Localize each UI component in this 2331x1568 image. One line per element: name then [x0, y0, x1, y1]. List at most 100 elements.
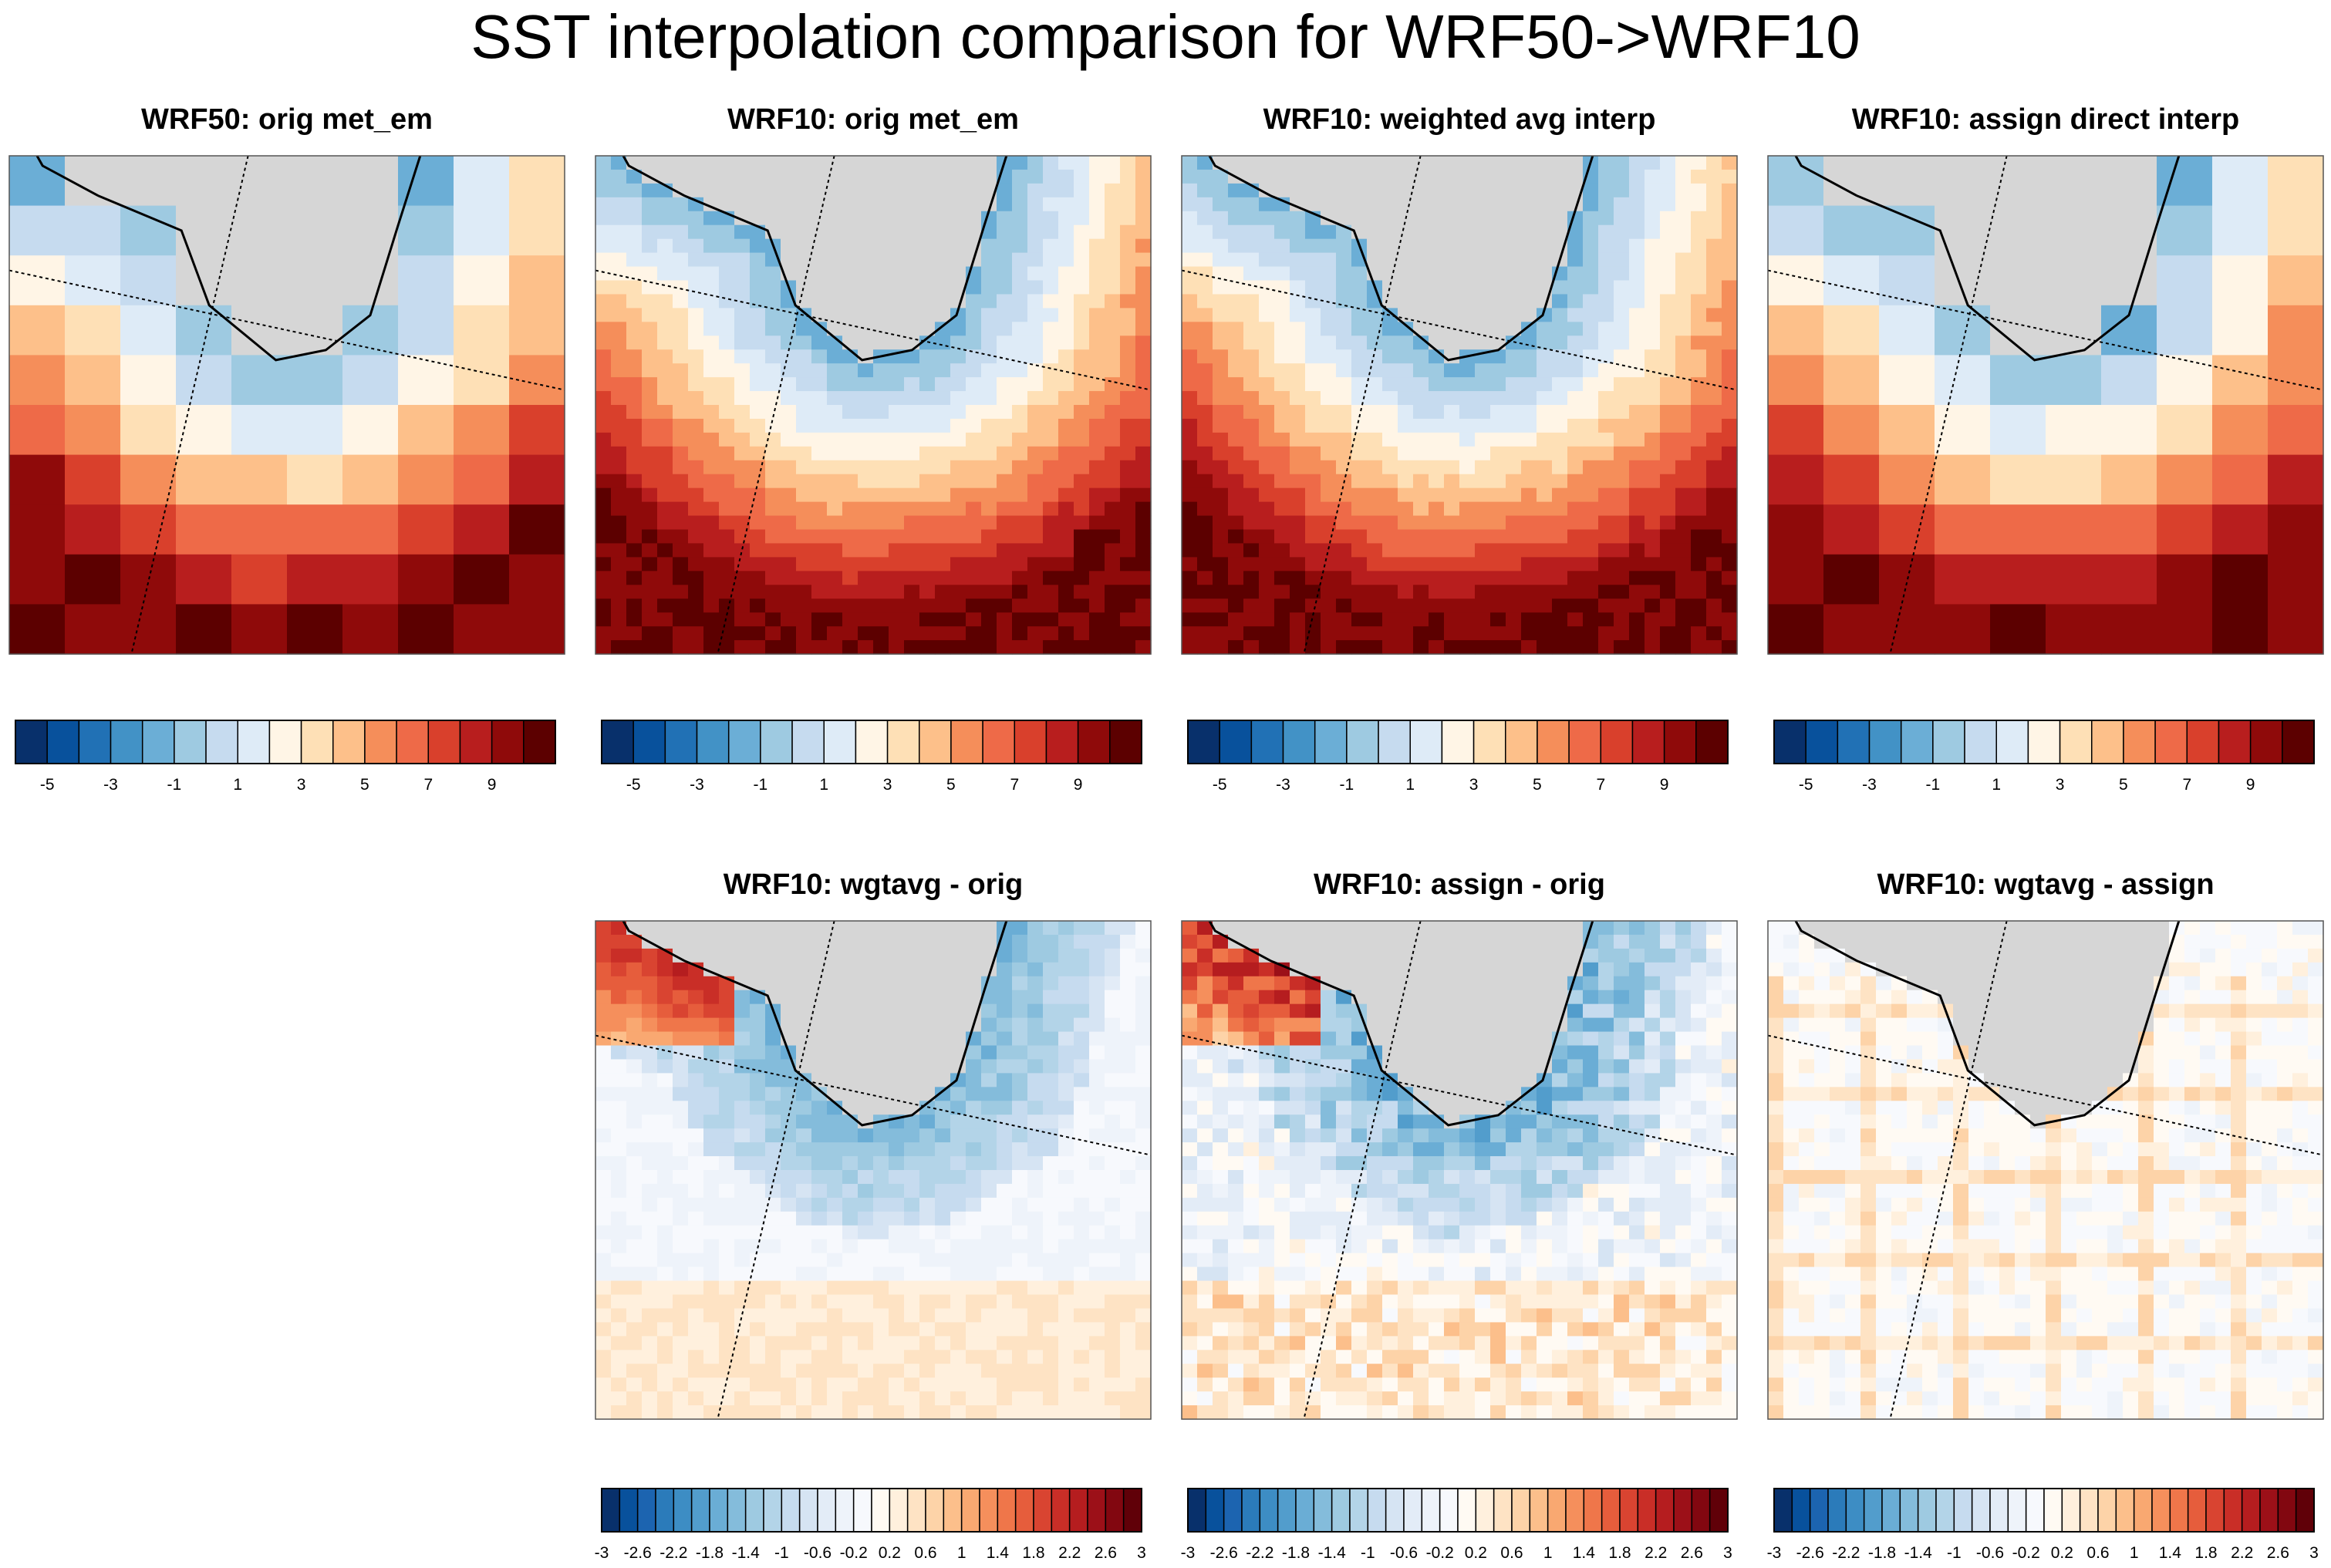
colorbar-box — [1868, 720, 1902, 764]
grid-cell — [1135, 1059, 1152, 1074]
grid-cell — [873, 1364, 889, 1378]
grid-cell — [611, 529, 627, 545]
grid-cell — [1367, 391, 1383, 406]
grid-cell — [858, 571, 874, 585]
grid-cell — [1290, 1225, 1306, 1240]
grid-cell — [1413, 446, 1429, 461]
grid-cell — [1444, 1017, 1460, 1033]
grid-cell — [904, 1350, 920, 1364]
grid-cell — [1629, 238, 1645, 254]
grid-cell — [950, 585, 966, 599]
grid-cell — [1089, 1308, 1105, 1323]
grid-cell — [734, 529, 751, 545]
grid-cell — [1444, 1294, 1460, 1310]
grid-cell — [750, 501, 766, 517]
grid-cell — [1367, 460, 1383, 475]
grid-cell — [827, 1170, 843, 1185]
grid-cell — [935, 432, 951, 447]
grid-cell — [1213, 1322, 1229, 1337]
grid-cell — [1305, 405, 1321, 420]
grid-cell — [750, 1197, 766, 1212]
grid-cell — [997, 1294, 1013, 1310]
grid-cell — [1135, 405, 1152, 420]
grid-cell — [1274, 1128, 1290, 1143]
grid-cell — [595, 501, 612, 517]
grid-cell — [1398, 1225, 1414, 1240]
grid-cell — [673, 1405, 689, 1420]
grid-cell — [1351, 474, 1368, 489]
grid-cell — [904, 640, 920, 655]
grid-cell — [981, 990, 997, 1005]
grid-cell — [997, 1336, 1013, 1351]
grid-cell — [1567, 557, 1584, 572]
grid-cell — [719, 571, 735, 585]
grid-cell — [1879, 554, 1935, 605]
grid-cell — [595, 446, 612, 461]
grid-cell — [1598, 474, 1614, 489]
grid-cell — [1305, 1017, 1321, 1033]
grid-cell — [176, 205, 232, 256]
grid-cell — [796, 962, 812, 977]
grid-cell — [688, 1101, 704, 1115]
grid-cell — [2268, 454, 2324, 505]
grid-cell — [1598, 599, 1614, 613]
grid-cell — [626, 962, 643, 977]
grid-cell — [935, 418, 951, 433]
grid-cell — [904, 1031, 920, 1047]
grid-cell — [1213, 336, 1229, 350]
grid-cell — [1259, 460, 1275, 475]
grid-cell — [889, 599, 905, 613]
grid-cell — [1645, 529, 1661, 545]
grid-cell — [873, 571, 889, 585]
grid-cell — [889, 962, 905, 977]
grid-cell — [1228, 1156, 1244, 1171]
grid-cell — [966, 211, 982, 226]
grid-cell — [1475, 1183, 1491, 1199]
grid-cell — [1197, 1308, 1213, 1323]
grid-cell — [950, 1170, 966, 1185]
grid-cell — [1398, 1003, 1414, 1019]
grid-cell — [1027, 585, 1044, 599]
grid-cell — [966, 1308, 982, 1323]
grid-cell — [750, 585, 766, 599]
grid-cell — [873, 377, 889, 392]
grid-cell — [858, 211, 874, 226]
grid-cell — [1259, 1142, 1275, 1157]
grid-cell — [997, 1183, 1013, 1199]
grid-cell — [1583, 197, 1599, 212]
grid-cell — [65, 604, 121, 655]
grid-cell — [626, 571, 643, 585]
grid-cell — [1398, 1170, 1414, 1185]
grid-cell — [673, 1308, 689, 1323]
grid-cell — [626, 363, 643, 378]
grid-cell — [1583, 626, 1599, 641]
grid-cell — [1691, 446, 1707, 461]
grid-cell — [1382, 1364, 1398, 1378]
grid-cell — [827, 474, 843, 489]
grid-cell — [796, 1405, 812, 1420]
grid-cell — [750, 571, 766, 585]
grid-cell — [1675, 377, 1692, 392]
grid-cell — [950, 418, 966, 433]
grid-cell — [1459, 921, 1476, 936]
grid-cell — [673, 460, 689, 475]
grid-cell — [1043, 1391, 1059, 1406]
grid-cell — [595, 487, 612, 503]
grid-cell — [688, 543, 704, 558]
grid-cell — [1120, 640, 1136, 655]
grid-cell — [1089, 391, 1105, 406]
grid-cell — [1382, 1142, 1398, 1157]
grid-cell — [1537, 432, 1553, 447]
grid-cell — [1259, 612, 1275, 627]
grid-cell — [1990, 504, 2046, 555]
grid-cell — [1058, 1142, 1074, 1157]
grid-cell — [1552, 391, 1568, 406]
colorbar-box — [906, 1488, 926, 1533]
grid-cell — [1490, 446, 1506, 461]
grid-cell — [1398, 515, 1414, 531]
grid-cell — [719, 377, 735, 392]
grid-cell — [827, 1142, 843, 1157]
grid-cell — [950, 962, 966, 977]
grid-cell — [1274, 1211, 1290, 1226]
grid-cell — [811, 1253, 828, 1268]
